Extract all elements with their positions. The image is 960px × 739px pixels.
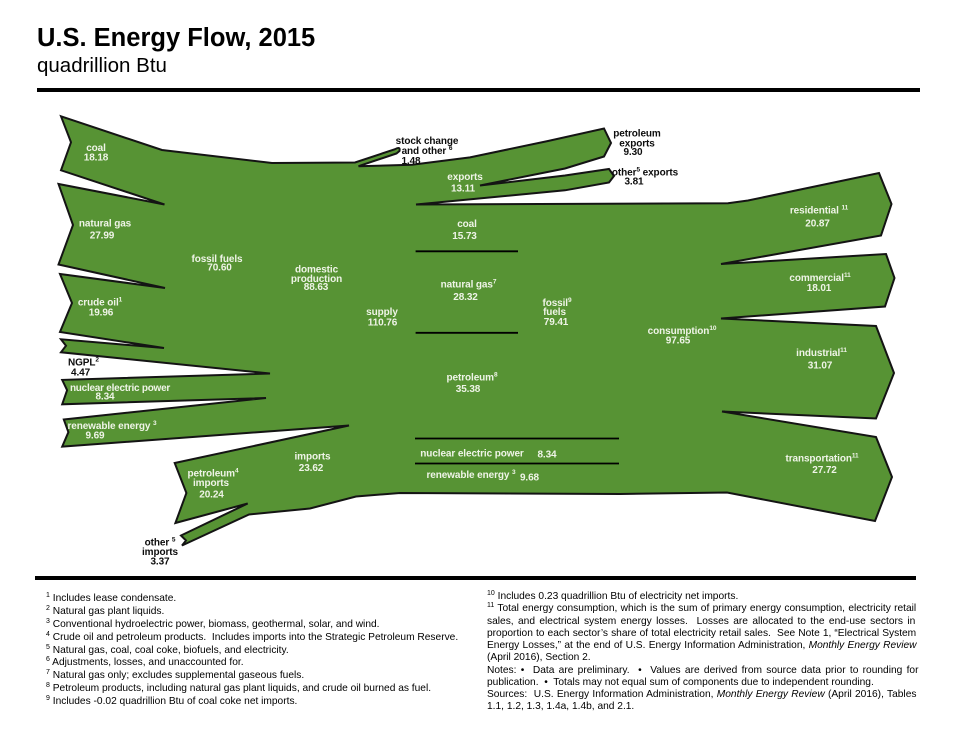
- svg-text:renewable energy 3: renewable energy 3: [426, 469, 516, 481]
- svg-text:9.68: 9.68: [520, 473, 540, 484]
- svg-text:industrial11: industrial11: [796, 347, 847, 359]
- svg-text:supply: supply: [366, 307, 398, 318]
- svg-text:8.34: 8.34: [537, 449, 557, 460]
- svg-text:27.99: 27.99: [90, 231, 115, 242]
- svg-text:3.37: 3.37: [150, 557, 170, 568]
- svg-text:fossil9: fossil9: [542, 297, 572, 309]
- svg-text:28.32: 28.32: [453, 292, 478, 303]
- svg-text:natural gas7: natural gas7: [441, 279, 497, 291]
- svg-text:petroleum: petroleum: [613, 129, 661, 140]
- svg-text:19.96: 19.96: [89, 308, 114, 319]
- svg-text:9.30: 9.30: [623, 147, 643, 158]
- svg-text:31.07: 31.07: [808, 360, 833, 371]
- svg-text:110.76: 110.76: [368, 318, 398, 329]
- svg-text:natural gas: natural gas: [79, 219, 132, 230]
- svg-text:4.47: 4.47: [71, 368, 91, 379]
- svg-text:fuels: fuels: [543, 307, 566, 318]
- svg-text:35.38: 35.38: [456, 384, 481, 395]
- svg-text:coal: coal: [86, 143, 106, 154]
- svg-text:petroleum8: petroleum8: [447, 372, 498, 384]
- svg-text:imports: imports: [193, 478, 230, 489]
- svg-text:18.18: 18.18: [84, 153, 109, 164]
- svg-text:renewable energy 3: renewable energy 3: [67, 420, 157, 432]
- svg-text:coal: coal: [457, 219, 477, 230]
- svg-text:consumption10: consumption10: [648, 325, 717, 337]
- svg-text:residential 11: residential 11: [790, 204, 849, 216]
- svg-text:crude oil1: crude oil1: [78, 297, 123, 309]
- svg-text:fossil fuels: fossil fuels: [191, 254, 243, 265]
- svg-text:transportation11: transportation11: [785, 452, 859, 464]
- svg-text:23.62: 23.62: [299, 463, 324, 474]
- svg-text:18.01: 18.01: [807, 283, 832, 294]
- svg-text:exports: exports: [619, 139, 655, 150]
- svg-text:nuclear electric power: nuclear electric power: [420, 449, 524, 460]
- svg-text:and other 6: and other 6: [402, 145, 453, 157]
- svg-text:imports: imports: [142, 547, 179, 558]
- svg-text:79.41: 79.41: [544, 317, 569, 328]
- svg-text:NGPL2: NGPL2: [68, 357, 99, 369]
- svg-text:13.11: 13.11: [451, 184, 476, 195]
- svg-text:stock change: stock change: [396, 136, 459, 147]
- svg-text:70.60: 70.60: [207, 263, 232, 274]
- svg-text:20.87: 20.87: [805, 218, 830, 229]
- svg-text:9.69: 9.69: [85, 431, 105, 442]
- svg-text:8.34: 8.34: [95, 392, 115, 403]
- svg-text:97.65: 97.65: [666, 336, 691, 347]
- svg-text:exports: exports: [447, 172, 483, 183]
- svg-text:nuclear electric power: nuclear electric power: [70, 383, 170, 394]
- svg-text:88.63: 88.63: [304, 282, 329, 293]
- svg-text:other 5: other 5: [145, 537, 176, 549]
- svg-text:imports: imports: [295, 452, 332, 463]
- svg-text:1.48: 1.48: [401, 156, 421, 167]
- svg-text:production: production: [291, 274, 342, 285]
- svg-text:other5 exports: other5 exports: [612, 167, 679, 179]
- svg-text:domestic: domestic: [295, 264, 339, 275]
- svg-text:commercial11: commercial11: [789, 272, 851, 284]
- svg-text:15.73: 15.73: [452, 231, 477, 242]
- svg-text:petroleum4: petroleum4: [188, 468, 239, 480]
- svg-text:20.24: 20.24: [199, 490, 224, 501]
- svg-text:27.72: 27.72: [812, 465, 837, 476]
- svg-text:3.81: 3.81: [624, 177, 644, 188]
